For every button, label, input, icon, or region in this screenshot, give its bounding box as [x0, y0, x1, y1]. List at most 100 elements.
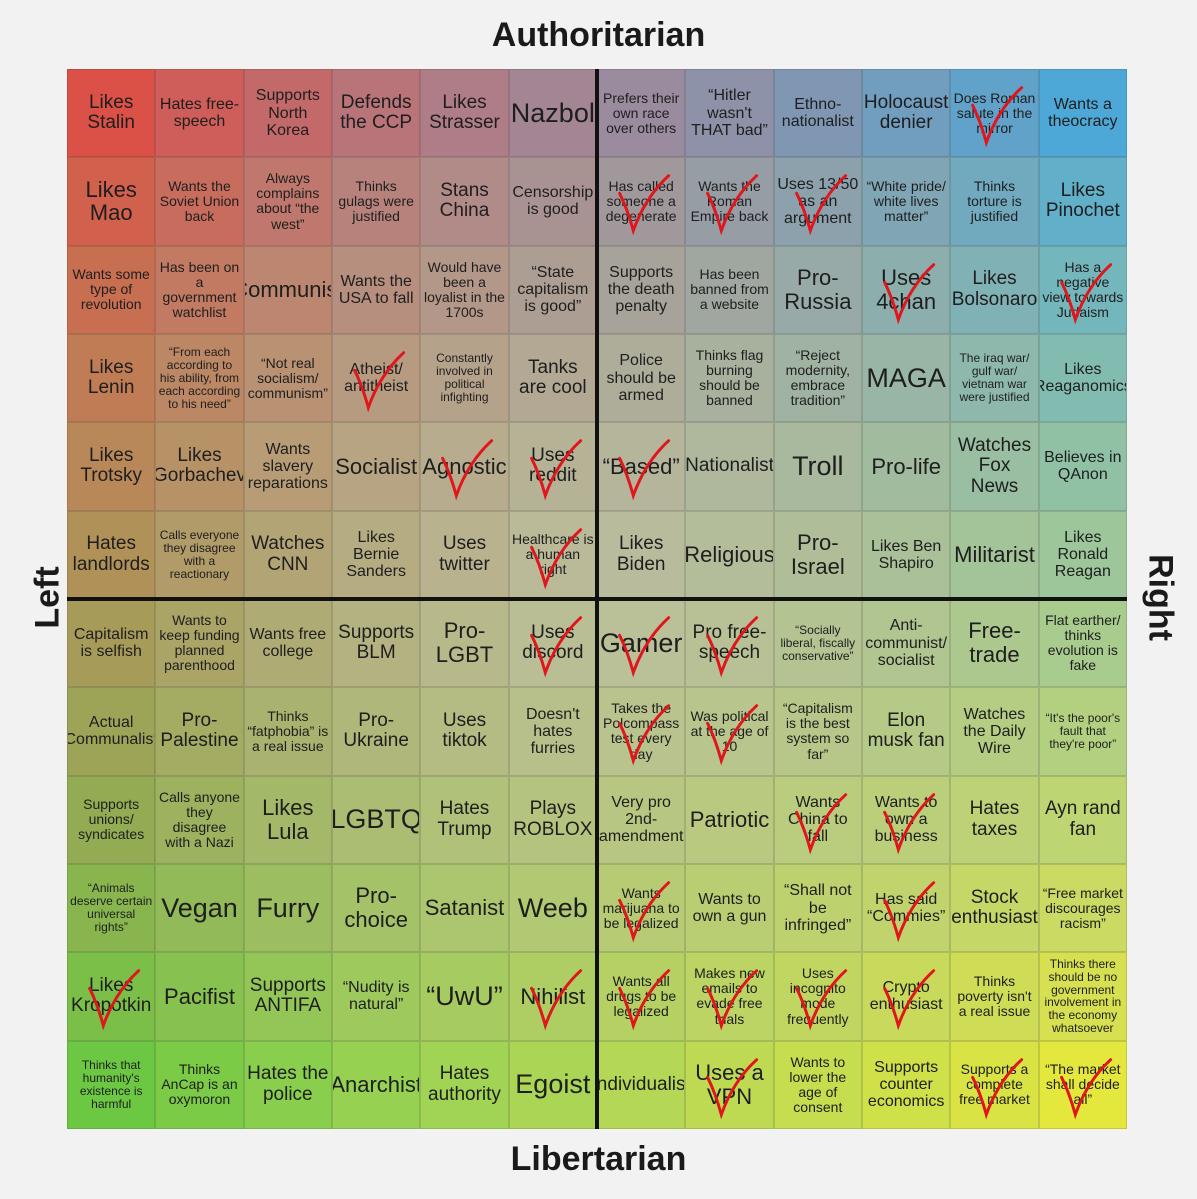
grid-cell: Takes the Polcompass test every day: [597, 687, 686, 776]
cell-text: LGBTQ: [332, 804, 421, 835]
cell-text: Uses discord: [522, 621, 584, 664]
cell-text: Has been on a government watchlist: [159, 258, 240, 320]
cell-text: Crypto enthusiast: [869, 979, 943, 1014]
grid-cell: Plays ROBLOX: [508, 775, 597, 864]
cell-text: Watches CNN: [251, 533, 325, 575]
grid-cell: Likes Gorbachev: [155, 422, 244, 511]
grid-cell: Thinks AnCap is an oxymoron: [155, 1040, 244, 1129]
grid-cell: Furry: [243, 864, 332, 953]
cell-text: Likes Gorbachev: [155, 444, 244, 487]
cell-text: “Based”: [602, 453, 680, 479]
grid-cell: Thinks there should be no government inv…: [1038, 952, 1127, 1041]
cell-text: Anarchist: [332, 1071, 421, 1097]
grid-cell: Hates taxes: [950, 775, 1039, 864]
grid-cell: Pacifist: [155, 952, 244, 1041]
grid-cell: Likes Ronald Reagan: [1038, 510, 1127, 599]
cell-text: Likes Kropotkin: [71, 974, 152, 1017]
cell-text: Capitalism is selfish: [73, 625, 149, 661]
cell-text: Hates the police: [247, 1063, 329, 1105]
grid-cell: Tanks are cool: [508, 334, 597, 423]
axis-label-top: Authoritarian: [491, 16, 706, 54]
grid-cell: Uses twitter: [420, 510, 509, 599]
grid-cell: Makes new emails to evade free trials: [685, 952, 774, 1041]
cell-text: Likes Reaganomics: [1038, 360, 1127, 396]
grid-cell: Communist: [243, 245, 332, 334]
grid-cell: “Reject modernity, embrace tradition”: [773, 334, 862, 423]
grid-cell: “Socially liberal, fiscally conservative…: [773, 599, 862, 688]
grid-cell: Anti-communist/ socialist: [862, 599, 951, 688]
grid-cell: Calls anyone they disagree with a Nazi: [155, 775, 244, 864]
grid-cell: Pro-LGBT: [420, 599, 509, 688]
cell-text: Vegan: [161, 892, 238, 923]
grid-cell: Has called someone a degenerate: [597, 157, 686, 246]
grid-cell: Weeb: [508, 864, 597, 953]
grid-cell: Likes Mao: [67, 157, 156, 246]
cell-text: Thinks poverty isn't a real issue: [957, 972, 1032, 1020]
grid-cell: Doesn't hates furries: [508, 687, 597, 776]
grid-cell: Wants the Soviet Union back: [155, 157, 244, 246]
grid-cell: Thinks gulags were justified: [332, 157, 421, 246]
cell-text: Likes Bolsonaro: [951, 268, 1038, 310]
grid-cell: Calls everyone they disagree with a reac…: [155, 510, 244, 599]
cell-text: Pacifist: [164, 983, 235, 1009]
grid-cell: Watches CNN: [243, 510, 332, 599]
cell-text: Doesn't hates furries: [525, 705, 580, 758]
cell-text: Thinks that humanity's existence is harm…: [79, 1057, 143, 1111]
cell-text: Thinks flag burning should be banned: [695, 346, 764, 409]
cell-text: “Shall not be infringed”: [784, 882, 852, 934]
cell-text: Likes Lula: [262, 795, 314, 844]
grid-cell: Satanist: [420, 864, 509, 953]
grid-cell: Has said “Commies”: [862, 864, 951, 953]
grid-cell: Crypto enthusiast: [862, 952, 951, 1041]
cell-text: Flat earther/ thinks evolution is fake: [1045, 611, 1121, 674]
grid-cell: Pro-Palestine: [155, 687, 244, 776]
cell-text: “The market shall decide all”: [1045, 1061, 1121, 1108]
grid-cell: Prefers their own race over others: [597, 69, 686, 158]
cell-text: Likes Biden: [616, 533, 666, 575]
cell-text: Wants the Soviet Union back: [159, 177, 240, 225]
cell-text: Censorship is good: [512, 184, 594, 219]
cell-text: Uses 4chan: [876, 265, 937, 314]
cell-text: Has said “Commies”: [867, 890, 946, 926]
grid-cell: Defends the CCP: [332, 69, 421, 158]
cell-text: Hates authority: [428, 1063, 501, 1105]
grid-cell: Vegan: [155, 864, 244, 953]
cell-text: Hates landlords: [72, 533, 150, 575]
cell-text: Wants to own a gun: [692, 890, 767, 926]
grid-cell: “From each according to his ability, fro…: [155, 334, 244, 423]
grid-cell: Hates Trump: [420, 775, 509, 864]
cell-text: Likes Stalin: [87, 91, 135, 134]
cell-text: Likes Strasser: [429, 91, 500, 134]
cell-text: Pro free-speech: [692, 621, 767, 664]
grid-cell: Gamer: [597, 599, 686, 688]
grid-cell: Always complains about “the west”: [243, 157, 332, 246]
grid-cell: “Animals deserve certain universal right…: [67, 864, 156, 953]
cell-text: Individualist: [597, 1073, 686, 1095]
grid-cell: “Shall not be infringed”: [773, 864, 862, 953]
cell-text: Ethno-nationalist: [781, 95, 854, 131]
cell-text: “From each according to his ability, fro…: [158, 344, 241, 411]
grid-cell: Watches Fox News: [950, 422, 1039, 511]
grid-cell: Likes Bolsonaro: [950, 245, 1039, 334]
cell-text: Wants China to fall: [788, 793, 848, 846]
cell-text: “It's the poor's fault that they're poor…: [1045, 711, 1121, 751]
grid-cell: Watches the Daily Wire: [950, 687, 1039, 776]
grid-cell: Anarchist: [332, 1040, 421, 1129]
cell-text: “Animals deserve certain universal right…: [70, 881, 153, 935]
cell-text: Uses a VPN: [695, 1060, 764, 1109]
grid-cell: Was political at the age of 10: [685, 687, 774, 776]
cell-text: Patriotic: [689, 806, 770, 832]
cell-text: Hates free-speech: [159, 95, 240, 131]
grid-cell: Thinks flag burning should be banned: [685, 334, 774, 423]
grid-cell: Pro-Ukraine: [332, 687, 421, 776]
cell-text: Uses 13/50 as an argument: [777, 175, 859, 228]
axis-label-bottom: Libertarian: [510, 1140, 687, 1178]
cell-text: Tanks are cool: [519, 356, 587, 399]
cell-text: Wants to lower the age of consent: [789, 1053, 847, 1115]
cell-text: “UwU”: [426, 980, 503, 1011]
cell-text: Calls anyone they disagree with a Nazi: [159, 788, 240, 850]
grid-cell: Would have been a loyalist in the 1700s: [420, 245, 509, 334]
grid-cell: Wants a theocracy: [1038, 69, 1127, 158]
grid-cell: Has been on a government watchlist: [155, 245, 244, 334]
